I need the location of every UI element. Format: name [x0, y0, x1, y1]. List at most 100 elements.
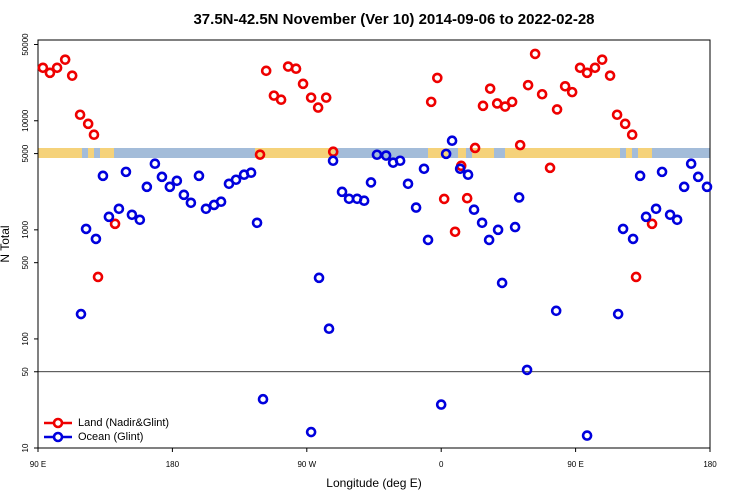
land-strip — [458, 148, 466, 158]
point — [141, 181, 153, 193]
land-strip — [638, 148, 652, 158]
point — [522, 79, 534, 91]
point — [634, 170, 646, 182]
point — [90, 233, 102, 245]
y-tick-label: 500 — [21, 255, 30, 269]
point — [109, 218, 121, 230]
point — [468, 204, 480, 215]
point — [506, 96, 518, 108]
point — [499, 101, 511, 112]
y-tick-label: 10000 — [21, 109, 30, 132]
point — [611, 109, 623, 121]
legend-label: Land (Nadir&Glint) — [78, 417, 169, 429]
point — [245, 167, 257, 179]
chart-title: 37.5N-42.5N November (Ver 10) 2014-09-06… — [193, 11, 594, 28]
point — [435, 399, 447, 410]
point — [120, 166, 132, 178]
land-strip — [505, 148, 620, 158]
point — [402, 178, 414, 190]
land-strip — [255, 148, 335, 158]
land-strip — [88, 148, 94, 158]
land-strip — [428, 148, 448, 158]
point — [380, 150, 392, 161]
y-tick-label: 10 — [21, 443, 30, 452]
y-tick-label: 50000 — [21, 33, 30, 56]
point — [410, 202, 422, 213]
point — [164, 181, 176, 193]
point — [254, 149, 266, 160]
point — [656, 166, 668, 178]
point — [260, 65, 272, 77]
point — [461, 192, 473, 204]
point — [514, 139, 526, 151]
legend: Land (Nadir&Glint) Ocean (Glint) — [44, 417, 169, 443]
point — [230, 174, 242, 186]
point — [646, 218, 658, 230]
point — [604, 70, 616, 81]
y-axis-label: N Total — [0, 225, 12, 262]
point — [446, 135, 458, 147]
point — [336, 186, 348, 198]
point — [358, 195, 370, 206]
point — [438, 193, 450, 205]
point — [178, 189, 190, 201]
point — [509, 221, 521, 233]
point — [185, 197, 197, 209]
point — [290, 63, 302, 75]
point — [59, 54, 71, 65]
point — [134, 214, 146, 226]
y-tick-label: 5000 — [21, 144, 30, 162]
point — [469, 142, 481, 154]
point — [320, 92, 332, 103]
point — [312, 102, 324, 113]
point — [80, 223, 92, 235]
x-axis-label: Longitude (deg E) — [326, 476, 421, 490]
point — [51, 62, 63, 74]
land-strip — [100, 148, 114, 158]
point — [454, 163, 466, 175]
point — [701, 181, 713, 193]
point — [449, 226, 461, 238]
point — [251, 217, 263, 229]
point — [612, 308, 624, 320]
point — [88, 129, 100, 141]
point — [640, 211, 652, 223]
point — [536, 88, 548, 100]
point — [365, 177, 377, 188]
point — [462, 169, 474, 181]
x-tick-label: 90 W — [297, 460, 316, 469]
point — [559, 80, 571, 92]
point — [305, 426, 317, 438]
point — [418, 163, 430, 175]
point — [692, 171, 704, 183]
point — [627, 233, 639, 245]
point — [671, 214, 683, 226]
point — [496, 277, 508, 289]
point — [483, 234, 495, 246]
point — [92, 271, 104, 283]
point — [551, 104, 563, 115]
x-tick-label: 90 E — [567, 460, 583, 469]
point — [678, 181, 690, 193]
point — [327, 155, 339, 167]
y-tick-label: 50 — [21, 367, 30, 376]
point — [313, 272, 325, 284]
point — [394, 155, 406, 167]
point — [74, 109, 86, 121]
point — [193, 170, 205, 182]
point — [626, 129, 638, 141]
point — [589, 62, 601, 74]
x-tick-label: 180 — [166, 460, 180, 469]
x-tick-label: 180 — [703, 460, 717, 469]
point — [37, 62, 49, 74]
point — [596, 54, 608, 65]
point — [619, 118, 631, 130]
point — [492, 224, 504, 236]
point — [685, 158, 697, 169]
point — [581, 67, 593, 79]
land-strip — [626, 148, 632, 158]
point — [650, 203, 662, 215]
point — [113, 203, 125, 215]
legend-marker — [52, 431, 64, 443]
